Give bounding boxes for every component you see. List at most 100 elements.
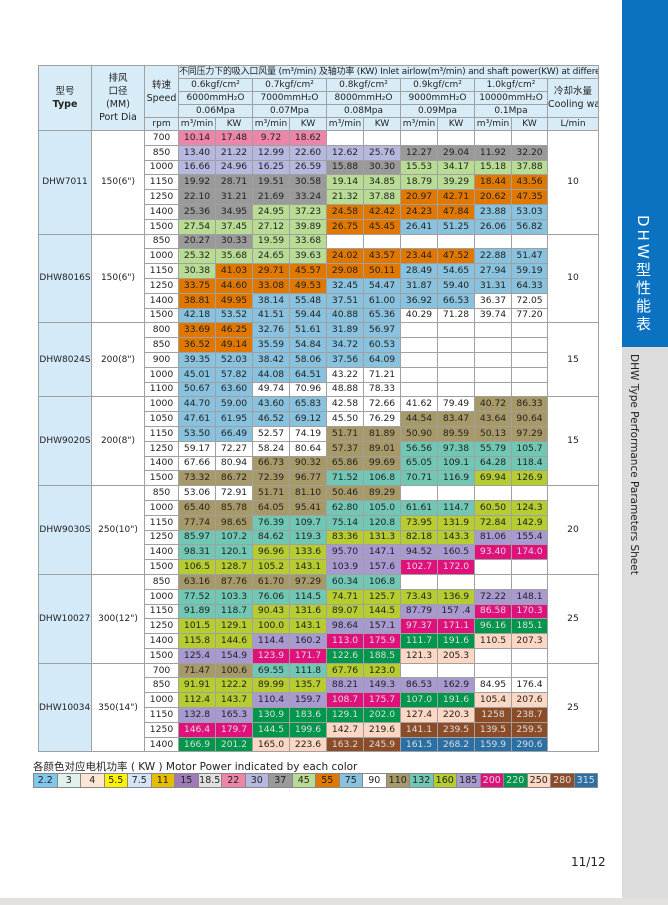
power-cell: 79.49 xyxy=(437,396,475,413)
header-type: 型号 Type xyxy=(38,65,92,131)
power-cell: 47.52 xyxy=(437,248,475,265)
airflow-cell: 96.96 xyxy=(252,544,290,561)
empty-cell xyxy=(474,322,512,339)
power-cell: 99.69 xyxy=(363,455,401,472)
airflow-cell: 64.28 xyxy=(474,455,512,472)
power-cell: 223.6 xyxy=(289,736,327,753)
airflow-cell: 67.76 xyxy=(326,662,364,679)
airflow-cell: 114.4 xyxy=(252,633,290,649)
table-row: 1150 53.50 66.49 52.57 74.19 51.71 81.89 50.90 8… xyxy=(39,425,599,442)
legend-swatch: 200 xyxy=(480,774,504,787)
airflow-cell: 15.18 xyxy=(474,159,512,176)
airflow-cell: 36.37 xyxy=(474,292,512,309)
airflow-cell: 24.23 xyxy=(400,203,438,220)
airflow-cell: 55.79 xyxy=(474,440,512,457)
airflow-cell: 100.0 xyxy=(252,618,290,635)
airflow-cell: 34.72 xyxy=(326,337,364,353)
power-cell: 39.89 xyxy=(289,218,327,235)
airflow-cell: 38.81 xyxy=(178,292,216,309)
power-cell: 86.72 xyxy=(215,470,253,487)
power-cell: 219.6 xyxy=(363,721,401,738)
power-cell: 54.47 xyxy=(363,277,401,294)
power-cell: 28.71 xyxy=(215,174,253,191)
airflow-cell: 106.5 xyxy=(178,559,216,575)
power-cell: 42.71 xyxy=(437,189,475,205)
legend-swatch: 90 xyxy=(363,774,387,787)
table-row: DHW8016S 150(6") 850 20.27 30.33 19.59 33.68 10 xyxy=(38,233,600,324)
power-cell: 199.6 xyxy=(289,721,327,738)
table-row: 1000 25.32 35.68 24.65 39.63 24.02 43.57 23.44 4… xyxy=(39,248,599,265)
rpm-cell: 1150 xyxy=(144,263,179,279)
legend-swatch: 185 xyxy=(457,774,481,787)
power-cell: 45.57 xyxy=(289,263,327,279)
legend-swatch: 22 xyxy=(222,774,246,787)
airflow-cell: 50.13 xyxy=(474,425,512,442)
power-cell: 64.51 xyxy=(289,366,327,383)
empty-cell xyxy=(474,647,512,664)
power-cell: 97.29 xyxy=(289,573,327,590)
header-port: 排风 口径 (MM) Port Dia xyxy=(91,65,145,131)
legend-swatch: 11 xyxy=(151,774,175,787)
pressure-mpa: 0.08Mpa xyxy=(326,104,401,118)
power-cell: 35.68 xyxy=(215,248,253,265)
rpm-cell: 1250 xyxy=(144,529,179,546)
empty-cell xyxy=(400,351,438,368)
table-row: 1250 101.5 129.1 100.0 143.1 98.64 157.1 97.37 1… xyxy=(39,618,599,635)
empty-cell xyxy=(437,366,475,383)
power-cell: 33.24 xyxy=(289,189,327,205)
power-cell: 37.45 xyxy=(215,218,253,235)
power-cell: 59.19 xyxy=(511,263,548,279)
table-row: 1150 91.89 118.7 90.43 131.6 89.07 144.5 87.79 1… xyxy=(39,603,599,620)
power-cell: 37.23 xyxy=(289,203,327,220)
power-cell: 207.3 xyxy=(511,633,548,649)
airflow-cell: 101.5 xyxy=(178,618,216,635)
empty-cell xyxy=(437,485,475,501)
airflow-cell: 105.4 xyxy=(474,692,512,709)
power-cell: 128.7 xyxy=(215,559,253,575)
port-diameter: 250(10") xyxy=(91,485,145,575)
airflow-cell: 27.54 xyxy=(178,218,216,235)
power-cell: 34.85 xyxy=(363,174,401,191)
empty-cell xyxy=(511,351,548,368)
power-cell: 131.9 xyxy=(437,514,475,531)
power-cell: 95.41 xyxy=(289,499,327,516)
rpm-cell: 850 xyxy=(144,573,179,590)
bottom-border xyxy=(0,898,668,905)
power-cell: 81.89 xyxy=(363,425,401,442)
airflow-cell: 129.1 xyxy=(326,707,364,723)
airflow-cell: 95.70 xyxy=(326,544,364,561)
pressure-mpa: 0.06Mpa xyxy=(178,104,253,118)
airflow-cell: 67.66 xyxy=(178,455,216,472)
airflow-cell: 89.07 xyxy=(326,603,364,620)
power-cell: 103.3 xyxy=(215,588,253,605)
rpm-cell: 1400 xyxy=(144,544,179,561)
airflow-cell: 33.69 xyxy=(178,322,216,339)
performance-table: 型号 Type 排风 口径 (MM) Port Dia 转速 Speed 不同压力下的吸入… xyxy=(38,65,600,753)
power-cell: 34.95 xyxy=(215,203,253,220)
power-cell: 89.29 xyxy=(363,485,401,501)
unit-flow: m³/min xyxy=(400,117,438,131)
table-row: 1150 77.74 98.65 76.39 109.7 75.14 120.8 73.95 1… xyxy=(39,514,599,531)
pressure-kgf: 0.6kgf/cm² xyxy=(178,78,253,92)
airflow-cell: 159.9 xyxy=(474,736,512,753)
legend-swatch: 75 xyxy=(339,774,363,787)
pressure-kgf: 0.9kgf/cm² xyxy=(400,78,475,92)
airflow-cell: 86.53 xyxy=(400,677,438,694)
table-row: DHW10027S 300(12") 850 63.16 87.76 61.70 97.29… xyxy=(38,573,600,664)
empty-cell xyxy=(474,573,512,590)
airflow-cell: 110.5 xyxy=(474,633,512,649)
airflow-cell: 58.24 xyxy=(252,440,290,457)
empty-cell xyxy=(400,233,438,250)
power-cell: 29.04 xyxy=(437,144,475,161)
airflow-cell: 139.5 xyxy=(474,721,512,738)
power-cell: 72.66 xyxy=(363,396,401,413)
airflow-cell: 105.2 xyxy=(252,559,290,575)
airflow-cell: 89.99 xyxy=(252,677,290,694)
airflow-cell: 32.76 xyxy=(252,322,290,339)
empty-cell xyxy=(474,366,512,383)
power-cell: 201.2 xyxy=(215,736,253,753)
empty-cell xyxy=(400,662,438,679)
power-cell: 179.7 xyxy=(215,721,253,738)
power-cell: 109.1 xyxy=(437,455,475,472)
rpm-cell: 850 xyxy=(144,337,179,353)
